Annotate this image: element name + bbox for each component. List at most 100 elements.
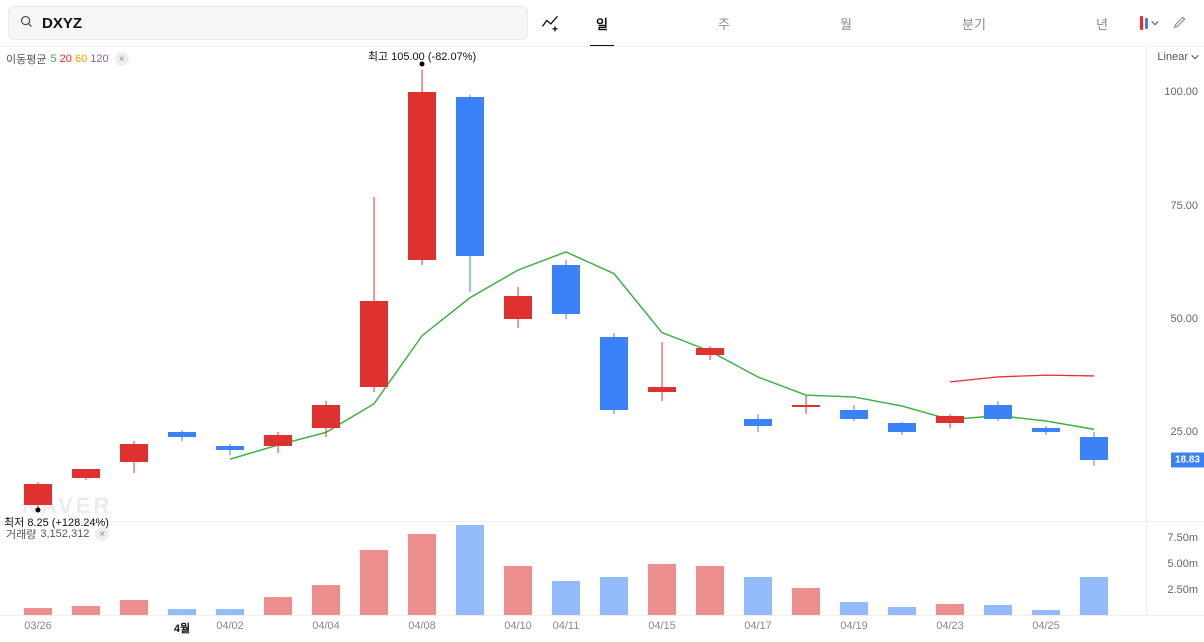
candle[interactable] — [840, 47, 868, 523]
candle[interactable] — [792, 47, 820, 523]
low-marker-dot — [36, 508, 41, 513]
search-icon — [19, 14, 34, 32]
timeframe-quarter[interactable]: 분기 — [958, 8, 990, 39]
ma-period-20: 20 — [57, 53, 72, 65]
volume-bar[interactable] — [1032, 610, 1060, 615]
x-tick: 04/02 — [216, 620, 244, 632]
price-y-axis[interactable]: Linear 25.00 50.00 75.00 100.00 18.83 — [1146, 47, 1204, 521]
price-ytick: 50.00 — [1170, 313, 1198, 325]
ma-legend: 이동평균 5 20 60 120 × — [6, 51, 129, 67]
volume-bar[interactable] — [744, 577, 772, 615]
chevron-down-icon — [1190, 52, 1200, 62]
ma-line — [950, 375, 1094, 382]
volume-bar[interactable] — [312, 585, 340, 615]
candle[interactable] — [360, 47, 388, 523]
ma-period-120: 120 — [87, 53, 108, 65]
candle[interactable] — [24, 47, 52, 523]
volume-bar[interactable] — [408, 534, 436, 615]
volume-pane: 거래량 3,152,312 × 2.50m 5.00m 7.50m — [0, 522, 1204, 616]
x-tick: 04/17 — [744, 620, 772, 632]
x-axis: 03/264월04/0204/0404/0804/1004/1104/1504/… — [0, 616, 1204, 642]
volume-bar[interactable] — [696, 566, 724, 615]
timeframe-month[interactable]: 월 — [836, 8, 856, 39]
candle[interactable] — [120, 47, 148, 523]
candle[interactable] — [72, 47, 100, 523]
add-indicator-button[interactable] — [536, 9, 564, 37]
symbol-search[interactable] — [8, 6, 528, 40]
volume-bar[interactable] — [216, 609, 244, 615]
volume-ytick: 5.00m — [1167, 558, 1198, 570]
candle[interactable] — [600, 47, 628, 523]
timeframe-day[interactable]: 일 — [592, 8, 612, 39]
volume-plot[interactable]: 거래량 3,152,312 × — [0, 522, 1146, 615]
drawing-tools-button[interactable] — [1172, 14, 1188, 33]
volume-bar[interactable] — [552, 581, 580, 615]
scale-mode-toggle[interactable]: Linear — [1157, 51, 1200, 63]
volume-bar[interactable] — [168, 609, 196, 615]
candle[interactable] — [456, 47, 484, 523]
timeframe-year[interactable]: 년 — [1092, 8, 1112, 39]
candle[interactable] — [264, 47, 292, 523]
volume-y-axis[interactable]: 2.50m 5.00m 7.50m — [1146, 522, 1204, 615]
volume-legend-close-button[interactable]: × — [95, 527, 109, 541]
candle[interactable] — [552, 47, 580, 523]
candle-icon-down — [1145, 18, 1148, 29]
x-tick: 04/08 — [408, 620, 436, 632]
timeframe-tabs: 일 주 월 분기 년 — [572, 8, 1132, 39]
ma-period-60: 60 — [72, 53, 87, 65]
candle[interactable] — [1080, 47, 1108, 523]
volume-bar[interactable] — [504, 566, 532, 615]
candle[interactable] — [1032, 47, 1060, 523]
candle-icon-up — [1140, 16, 1143, 30]
price-plot[interactable]: NAVER 이동평균 5 20 60 120 × 최고 105.00 (-82.… — [0, 47, 1146, 521]
candle[interactable] — [696, 47, 724, 523]
toolbar-right — [1140, 14, 1196, 33]
volume-bar[interactable] — [984, 605, 1012, 615]
x-tick: 04/19 — [840, 620, 868, 632]
candle[interactable] — [408, 47, 436, 523]
volume-bar[interactable] — [648, 564, 676, 615]
candle[interactable] — [744, 47, 772, 523]
volume-bar[interactable] — [600, 577, 628, 615]
ma-legend-title: 이동평균 — [6, 51, 46, 67]
toolbar: 일 주 월 분기 년 — [0, 0, 1204, 46]
price-ytick: 100.00 — [1164, 86, 1198, 98]
volume-bar[interactable] — [840, 602, 868, 615]
volume-bar[interactable] — [24, 608, 52, 615]
symbol-input[interactable] — [42, 15, 517, 32]
x-tick: 04/11 — [553, 620, 580, 632]
volume-bar[interactable] — [72, 606, 100, 615]
volume-legend-value: 3,152,312 — [40, 528, 89, 540]
x-tick: 04/25 — [1032, 620, 1060, 632]
volume-bar[interactable] — [936, 604, 964, 615]
volume-bar[interactable] — [360, 550, 388, 615]
volume-legend: 거래량 3,152,312 × — [6, 526, 109, 542]
candle[interactable] — [168, 47, 196, 523]
volume-ytick: 2.50m — [1167, 584, 1198, 596]
volume-bar[interactable] — [792, 588, 820, 615]
chart-style-picker[interactable] — [1140, 16, 1160, 30]
volume-bar[interactable] — [264, 597, 292, 615]
candle[interactable] — [936, 47, 964, 523]
volume-ytick: 7.50m — [1167, 532, 1198, 544]
x-tick: 04/10 — [504, 620, 532, 632]
volume-bar[interactable] — [120, 600, 148, 615]
price-pane: NAVER 이동평균 5 20 60 120 × 최고 105.00 (-82.… — [0, 46, 1204, 522]
x-tick: 04/15 — [648, 620, 676, 632]
price-ytick: 75.00 — [1170, 200, 1198, 212]
candle[interactable] — [504, 47, 532, 523]
candle[interactable] — [984, 47, 1012, 523]
candle[interactable] — [648, 47, 676, 523]
volume-bar[interactable] — [888, 607, 916, 615]
candle[interactable] — [216, 47, 244, 523]
last-price-badge: 18.83 — [1171, 453, 1204, 468]
volume-bar[interactable] — [1080, 577, 1108, 615]
candle[interactable] — [888, 47, 916, 523]
ma-legend-close-button[interactable]: × — [115, 52, 129, 66]
volume-bar[interactable] — [456, 525, 484, 615]
chevron-down-icon — [1150, 18, 1160, 28]
candle[interactable] — [312, 47, 340, 523]
x-tick: 04/04 — [312, 620, 340, 632]
timeframe-week[interactable]: 주 — [714, 8, 734, 39]
price-ytick: 25.00 — [1170, 426, 1198, 438]
